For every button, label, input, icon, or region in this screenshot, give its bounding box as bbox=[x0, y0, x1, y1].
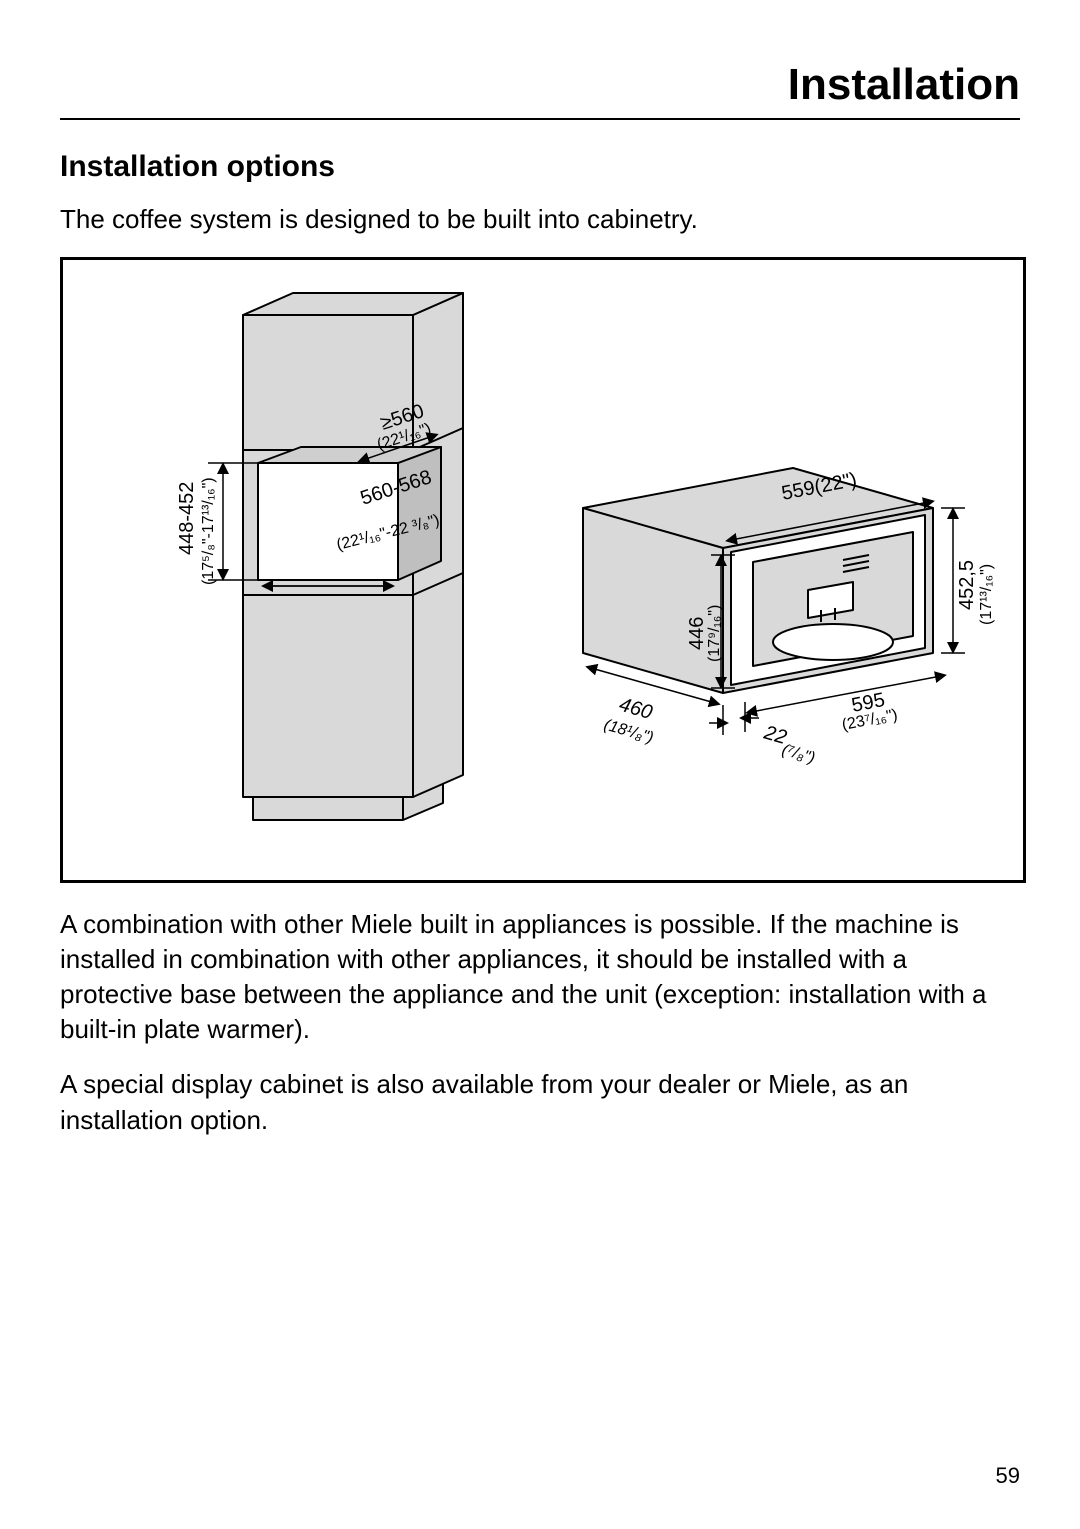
dim-appliance-height-mm: 452,5 bbox=[956, 560, 978, 610]
combo-paragraph: A combination with other Miele built in … bbox=[60, 907, 1020, 1047]
diagram-svg: 448-452 (17⁵/₈"-17¹³/₁₆") ≥560 (22¹/₁₆")… bbox=[63, 260, 1023, 880]
dim-appliance-depth-mm: 460 bbox=[617, 694, 655, 724]
dim-cutout-height-mm: 448-452 bbox=[176, 482, 198, 555]
page-header-title: Installation bbox=[60, 60, 1020, 120]
dim-front-projection-in: (⁷/₈") bbox=[780, 742, 817, 768]
section-heading: Installation options bbox=[60, 150, 1020, 184]
cabinet-isometric bbox=[243, 293, 463, 820]
installation-diagram: 448-452 (17⁵/₈"-17¹³/₁₆") ≥560 (22¹/₁₆")… bbox=[60, 257, 1026, 883]
appliance-isometric bbox=[583, 468, 933, 693]
dim-cutout-height-in: (17⁵/₈"-17¹³/₁₆") bbox=[200, 477, 217, 585]
cabinet-paragraph: A special display cabinet is also availa… bbox=[60, 1067, 1020, 1137]
document-page: Installation Installation options The co… bbox=[0, 0, 1080, 1529]
dim-appliance-inner-height-in: (17⁹/₁₆") bbox=[706, 605, 723, 662]
dim-appliance-total-depth-in: (23⁷/₁₆") bbox=[841, 707, 899, 734]
intro-paragraph: The coffee system is designed to be buil… bbox=[60, 202, 1020, 237]
page-number: 59 bbox=[996, 1463, 1020, 1489]
dim-front-projection bbox=[709, 702, 759, 735]
dim-appliance-height-in: (17¹³/₁₆") bbox=[978, 564, 995, 625]
dim-appliance-inner-height-mm: 446 bbox=[686, 617, 708, 650]
